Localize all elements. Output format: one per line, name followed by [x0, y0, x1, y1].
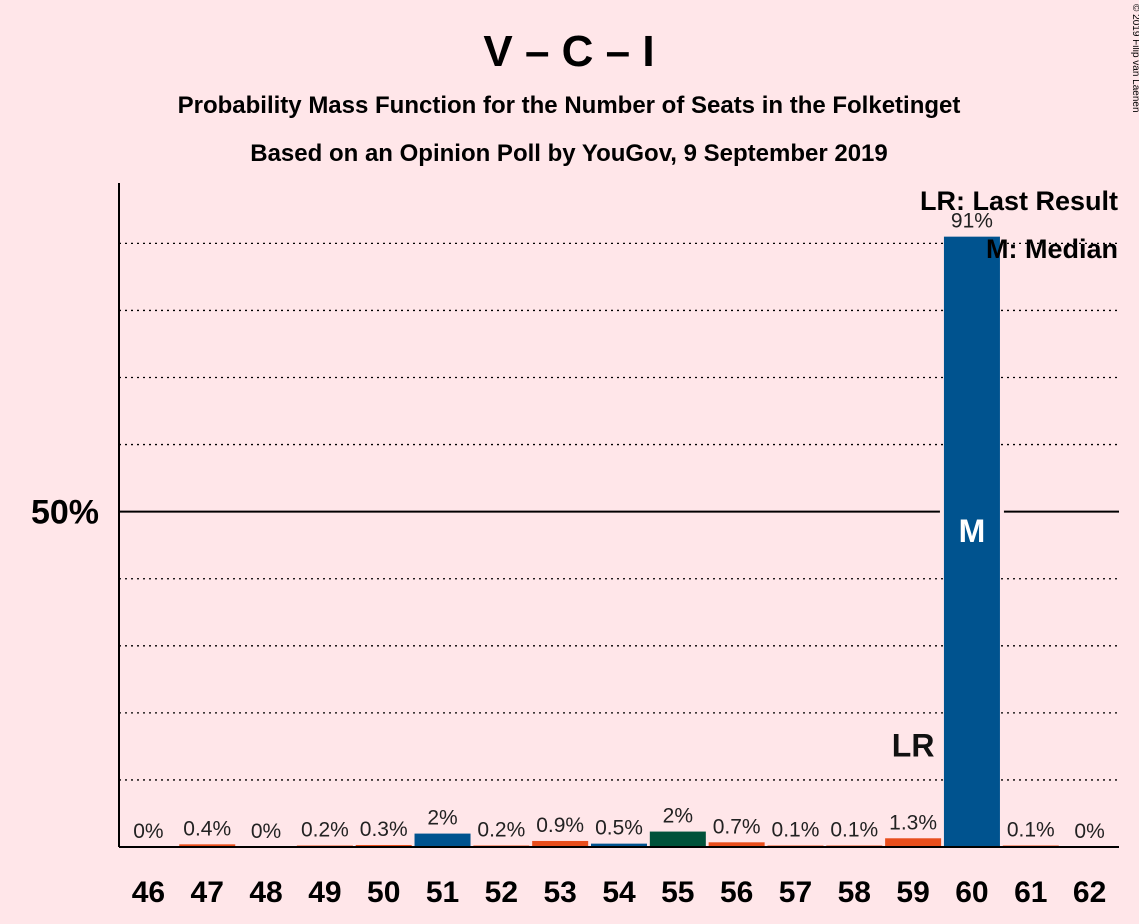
x-tick-54: 54 [602, 876, 636, 909]
value-label-53: 0.9% [536, 814, 584, 837]
value-label-58: 0.1% [830, 819, 878, 842]
bar-55 [649, 831, 706, 847]
value-label-52: 0.2% [477, 819, 525, 842]
x-tick-53: 53 [543, 876, 576, 909]
bar-56 [708, 842, 765, 847]
x-tick-48: 48 [249, 876, 282, 909]
value-label-46: 0% [133, 820, 163, 843]
bar-54 [591, 843, 647, 847]
x-tick-62: 62 [1073, 876, 1106, 909]
x-tick-46: 46 [132, 876, 165, 909]
x-tick-51: 51 [426, 876, 459, 909]
chart-subtitle-line-2: Based on an Opinion Poll by YouGov, 9 Se… [250, 140, 888, 167]
last-result-marker: LR [892, 727, 935, 763]
value-label-47: 0.4% [183, 817, 231, 840]
x-tick-50: 50 [367, 876, 400, 909]
x-tick-49: 49 [308, 876, 341, 909]
chart-title: V – C – I [483, 27, 654, 76]
x-tick-55: 55 [661, 876, 694, 909]
x-tick-59: 59 [896, 876, 929, 909]
bars [179, 236, 1059, 848]
value-label-51: 2% [427, 807, 457, 830]
copyright-note: © 2019 Filip van Laenen [1130, 4, 1139, 113]
x-tick-60: 60 [955, 876, 988, 909]
bar-51 [414, 833, 471, 847]
value-label-59: 1.3% [889, 811, 937, 834]
value-label-55: 2% [663, 805, 693, 828]
y-tick-label: 50% [31, 494, 99, 532]
bar-50 [355, 844, 412, 847]
chart-subtitle-line-1: Probability Mass Function for the Number… [178, 92, 961, 119]
value-label-56: 0.7% [713, 815, 761, 838]
x-tick-52: 52 [485, 876, 518, 909]
bar-47 [179, 844, 236, 847]
value-label-61: 0.1% [1007, 819, 1055, 842]
x-tick-56: 56 [720, 876, 753, 909]
legend-last-result: LR: Last Result [920, 186, 1118, 216]
x-tick-57: 57 [779, 876, 812, 909]
gridlines [119, 242, 1119, 781]
x-tick-58: 58 [838, 876, 871, 909]
x-tick-61: 61 [1014, 876, 1047, 909]
bar-53 [532, 840, 589, 847]
value-labels: 0% 0.4% 0% 0.2% 0.3% 2% 0.2% 0.9% 0.5% 2% 0.7% 0.1%… [133, 210, 1105, 843]
value-label-50: 0.3% [360, 818, 408, 841]
value-label-48: 0% [251, 820, 281, 843]
markers: LR M [892, 513, 985, 764]
bar-60 [943, 236, 1000, 848]
value-label-57: 0.1% [772, 819, 820, 842]
bar-59 [885, 838, 942, 847]
legend-median: M: Median [986, 234, 1118, 264]
x-tick-47: 47 [191, 876, 224, 909]
value-label-62: 0% [1074, 820, 1104, 843]
x-tick-labels: 46 47 48 49 50 51 52 53 54 55 56 57 58 59 60 61 62 [132, 876, 1107, 909]
value-label-60: 91% [951, 210, 993, 233]
value-label-49: 0.2% [301, 819, 349, 842]
value-label-54: 0.5% [595, 817, 643, 840]
median-marker: M [959, 513, 986, 549]
